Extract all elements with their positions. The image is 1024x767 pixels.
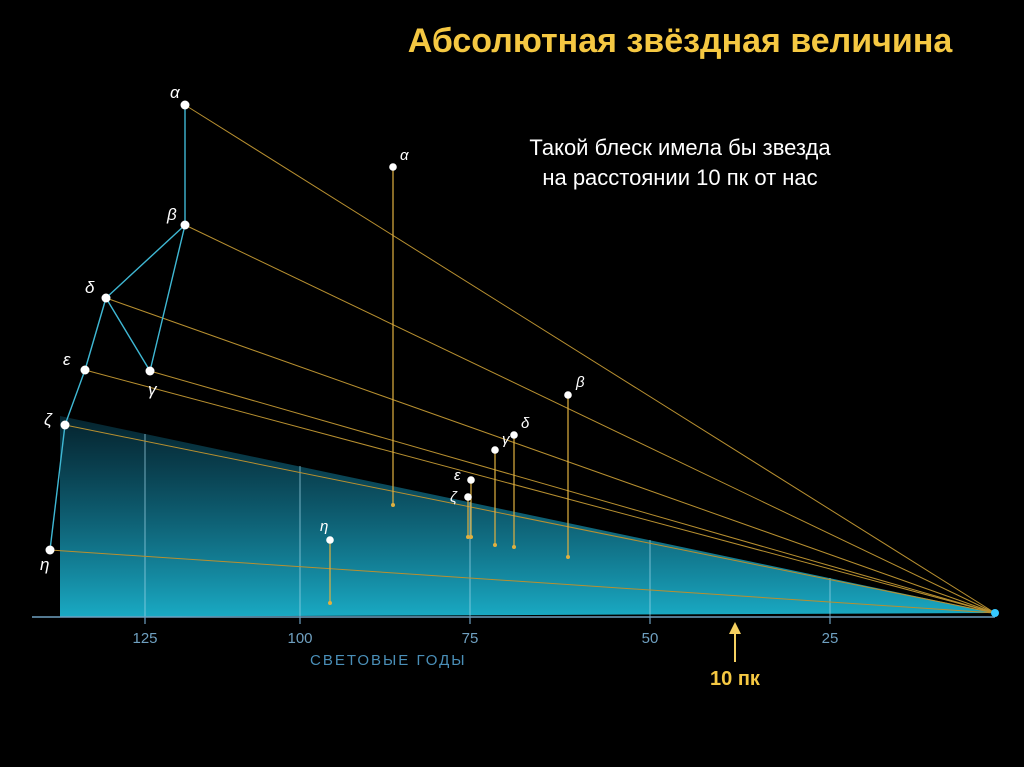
- projected-base-dot: [493, 543, 497, 547]
- projected-star-eta: [326, 536, 334, 544]
- axis-tick-label: 125: [132, 630, 157, 647]
- constellation-star-zeta: [61, 421, 70, 430]
- constellation-star-beta: [181, 221, 190, 230]
- axis-tick-label: 25: [822, 630, 839, 647]
- constellation-star-eta: [46, 546, 55, 555]
- constellation-star-delta: [102, 294, 111, 303]
- projected-star-label: ζ: [450, 489, 458, 506]
- projected-star-label: η: [320, 518, 328, 535]
- projected-base-dot: [466, 535, 470, 539]
- constellation-star-label: ζ: [44, 410, 53, 429]
- projected-base-dot: [328, 601, 332, 605]
- axis-tick-label: 50: [642, 630, 659, 647]
- axis-label: СВЕТОВЫЕ ГОДЫ: [310, 652, 467, 669]
- constellation-star-epsilon: [81, 366, 90, 375]
- observer-point: [991, 609, 999, 617]
- projected-star-delta: [510, 431, 518, 439]
- subtitle-line1: Такой блеск имела бы звезда: [529, 135, 831, 160]
- constellation-star-gamma: [146, 367, 155, 376]
- projected-star-epsilon: [467, 476, 475, 484]
- constellation-star-label: δ: [85, 278, 95, 297]
- projected-base-dot: [566, 555, 570, 559]
- axis-tick-label: 100: [287, 630, 312, 647]
- constellation-star-label: β: [166, 205, 177, 224]
- page-title: Абсолютная звёздная величина: [408, 22, 954, 60]
- projected-star-label: β: [575, 374, 585, 391]
- projected-star-zeta: [464, 493, 472, 501]
- projected-star-alpha: [389, 163, 397, 171]
- projected-base-dot: [512, 545, 516, 549]
- subtitle-line2: на расстоянии 10 пк от нас: [542, 165, 817, 190]
- projected-star-beta: [564, 391, 572, 399]
- constellation-star-label: η: [40, 555, 49, 574]
- constellation-star-alpha: [181, 101, 190, 110]
- diagram-canvas: αβγδεζηαβγδεζη125100755025СВЕТОВЫЕ ГОДЫ1…: [0, 0, 1024, 767]
- projected-star-label: δ: [521, 415, 530, 432]
- axis-tick-label: 75: [462, 630, 479, 647]
- constellation-star-label: ε: [63, 350, 71, 369]
- parsec-label: 10 пк: [710, 668, 761, 690]
- projected-star-label: α: [400, 147, 409, 164]
- projected-star-label: ε: [454, 467, 461, 484]
- projected-star-gamma: [491, 446, 499, 454]
- projected-base-dot: [391, 503, 395, 507]
- constellation-star-label: α: [170, 83, 181, 102]
